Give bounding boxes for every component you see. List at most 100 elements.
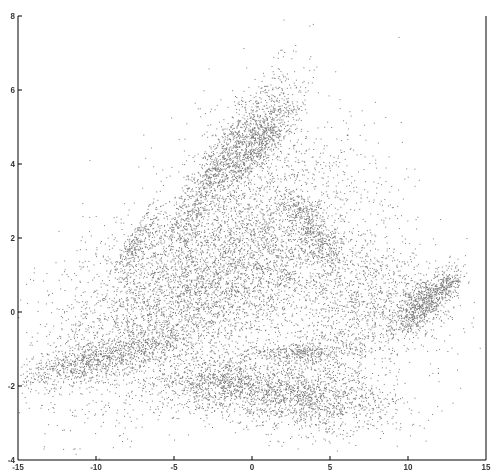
- scatter-point: [148, 344, 150, 346]
- scatter-point: [200, 192, 202, 194]
- scatter-point: [120, 352, 122, 353]
- scatter-point: [134, 359, 136, 361]
- scatter-point: [78, 355, 80, 357]
- scatter-point: [153, 228, 155, 230]
- scatter-point: [236, 142, 238, 144]
- scatter-point: [167, 224, 169, 226]
- scatter-point: [69, 363, 71, 364]
- scatter-point: [175, 239, 177, 241]
- scatter-point: [263, 139, 265, 141]
- scatter-point: [93, 292, 95, 293]
- scatter-point: [126, 330, 128, 332]
- scatter-point: [180, 292, 182, 294]
- scatter-point: [138, 361, 140, 362]
- scatter-point: [187, 199, 189, 201]
- scatter-point: [167, 255, 169, 257]
- scatter-point: [150, 348, 151, 350]
- scatter-point: [227, 298, 229, 300]
- scatter-point: [276, 88, 278, 90]
- scatter-point: [153, 256, 155, 257]
- scatter-point: [129, 361, 131, 363]
- scatter-point: [30, 342, 32, 344]
- scatter-point: [59, 358, 61, 360]
- scatter-point: [51, 312, 53, 314]
- scatter-point: [96, 303, 97, 305]
- scatter-point: [40, 375, 42, 377]
- scatter-point: [123, 368, 125, 370]
- scatter-point: [138, 332, 140, 334]
- scatter-point: [241, 285, 243, 286]
- scatter-point: [117, 369, 119, 371]
- scatter-point: [51, 302, 53, 304]
- scatter-point: [150, 358, 151, 360]
- scatter-point: [105, 298, 107, 300]
- scatter-point: [171, 280, 173, 282]
- scatter-point: [230, 199, 231, 201]
- scatter-point: [148, 321, 150, 323]
- scatter-point: [84, 353, 86, 355]
- scatter-point: [75, 324, 77, 326]
- scatter-point: [203, 237, 205, 239]
- scatter-point: [244, 155, 245, 157]
- scatter-point: [247, 182, 249, 184]
- scatter-point: [220, 224, 222, 226]
- scatter-point: [194, 225, 196, 227]
- scatter-point: [246, 274, 248, 276]
- scatter-point: [84, 413, 86, 415]
- scatter-point: [141, 359, 143, 361]
- scatter-point: [75, 328, 77, 330]
- scatter-point: [200, 286, 202, 288]
- scatter-point: [127, 354, 129, 356]
- scatter-point: [229, 306, 231, 308]
- scatter-point: [137, 346, 139, 348]
- scatter-point: [128, 329, 130, 331]
- scatter-point: [305, 91, 307, 93]
- scatter-point: [83, 370, 85, 372]
- scatter-point: [92, 354, 93, 356]
- scatter-point: [292, 206, 294, 208]
- scatter-point: [236, 143, 238, 145]
- scatter-point: [236, 132, 238, 134]
- scatter-point: [195, 261, 197, 263]
- scatter-point: [202, 276, 204, 278]
- scatter-point: [199, 174, 201, 176]
- scatter-point: [114, 269, 116, 271]
- scatter-point: [198, 219, 200, 221]
- scatter-point: [159, 227, 161, 229]
- scatter-point: [89, 346, 90, 348]
- scatter-point: [60, 378, 62, 379]
- scatter-point: [83, 338, 85, 340]
- scatter-point: [178, 304, 180, 306]
- scatter-point: [213, 181, 215, 182]
- scatter-point: [163, 263, 165, 265]
- scatter-point: [197, 199, 199, 201]
- scatter-point: [257, 106, 259, 108]
- scatter-point: [206, 190, 208, 192]
- scatter-point: [259, 204, 261, 205]
- scatter-point: [176, 330, 178, 332]
- scatter-point: [116, 350, 118, 351]
- scatter-point: [131, 331, 132, 333]
- scatter-point: [241, 161, 243, 163]
- scatter-point: [181, 206, 183, 208]
- scatter-point: [124, 329, 126, 331]
- scatter-point: [40, 359, 42, 361]
- scatter-point: [175, 312, 176, 314]
- scatter-point: [265, 119, 267, 121]
- scatter-point: [290, 87, 292, 89]
- scatter-point: [137, 255, 139, 257]
- scatter-point: [60, 360, 62, 362]
- scatter-point: [165, 266, 166, 268]
- scatter-point: [250, 148, 252, 150]
- scatter-point: [269, 96, 270, 98]
- scatter-point: [219, 171, 221, 173]
- scatter-point: [176, 375, 178, 377]
- scatter-point: [141, 332, 143, 334]
- scatter-point: [146, 341, 148, 343]
- scatter-point: [92, 367, 94, 369]
- scatter-point: [53, 363, 55, 364]
- scatter-point: [65, 376, 67, 378]
- scatter-point: [229, 159, 231, 161]
- scatter-point: [224, 158, 226, 160]
- scatter-point: [241, 267, 243, 269]
